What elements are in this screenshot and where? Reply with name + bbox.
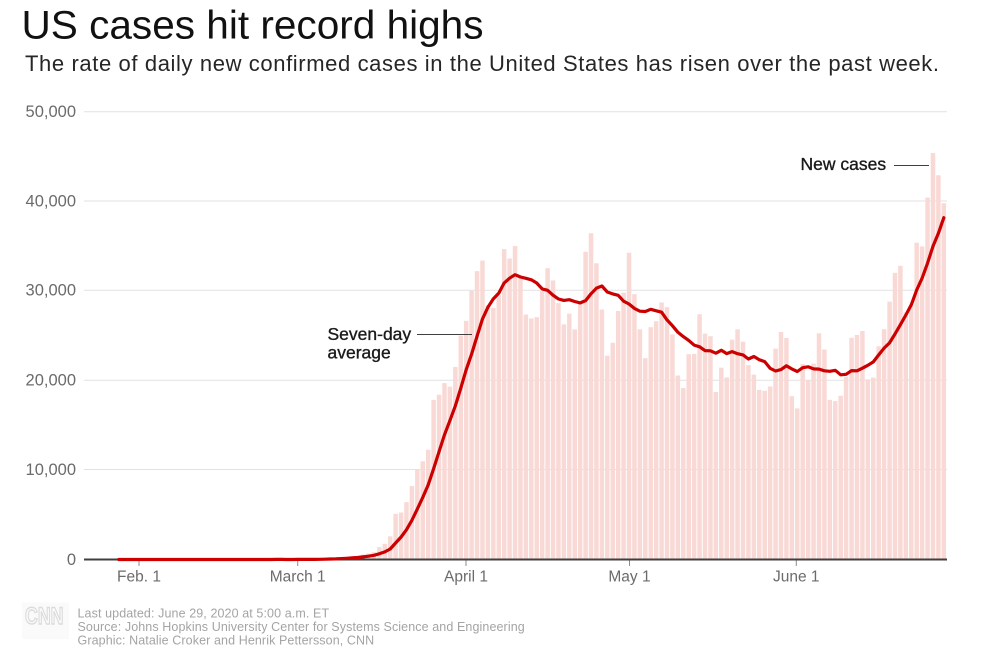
svg-text:Last updated: June 29, 2020 at: Last updated: June 29, 2020 at 5:00 a.m.… <box>78 606 330 620</box>
svg-text:Graphic: Natalie Croker and He: Graphic: Natalie Croker and Henrik Pette… <box>78 633 375 647</box>
svg-text:CNN: CNN <box>25 604 63 630</box>
svg-text:10,000: 10,000 <box>26 461 76 479</box>
svg-text:30,000: 30,000 <box>26 282 76 300</box>
svg-text:40,000: 40,000 <box>26 192 76 210</box>
svg-text:Feb. 1: Feb. 1 <box>117 569 161 586</box>
svg-text:Source: Johns Hopkins Universi: Source: Johns Hopkins University Center … <box>78 620 525 634</box>
svg-text:June 1: June 1 <box>773 569 820 586</box>
svg-text:50,000: 50,000 <box>26 103 76 121</box>
svg-text:US cases hit record highs: US cases hit record highs <box>22 4 484 48</box>
svg-text:May 1: May 1 <box>608 569 650 586</box>
svg-text:average: average <box>328 343 391 363</box>
svg-text:March 1: March 1 <box>270 569 326 586</box>
svg-text:New cases: New cases <box>801 154 887 174</box>
svg-text:The rate of daily new confirme: The rate of daily new confirmed cases in… <box>25 51 939 76</box>
svg-text:20,000: 20,000 <box>26 372 76 390</box>
svg-text:Seven-day: Seven-day <box>328 324 412 344</box>
svg-text:0: 0 <box>67 551 76 569</box>
svg-text:April 1: April 1 <box>444 569 488 586</box>
